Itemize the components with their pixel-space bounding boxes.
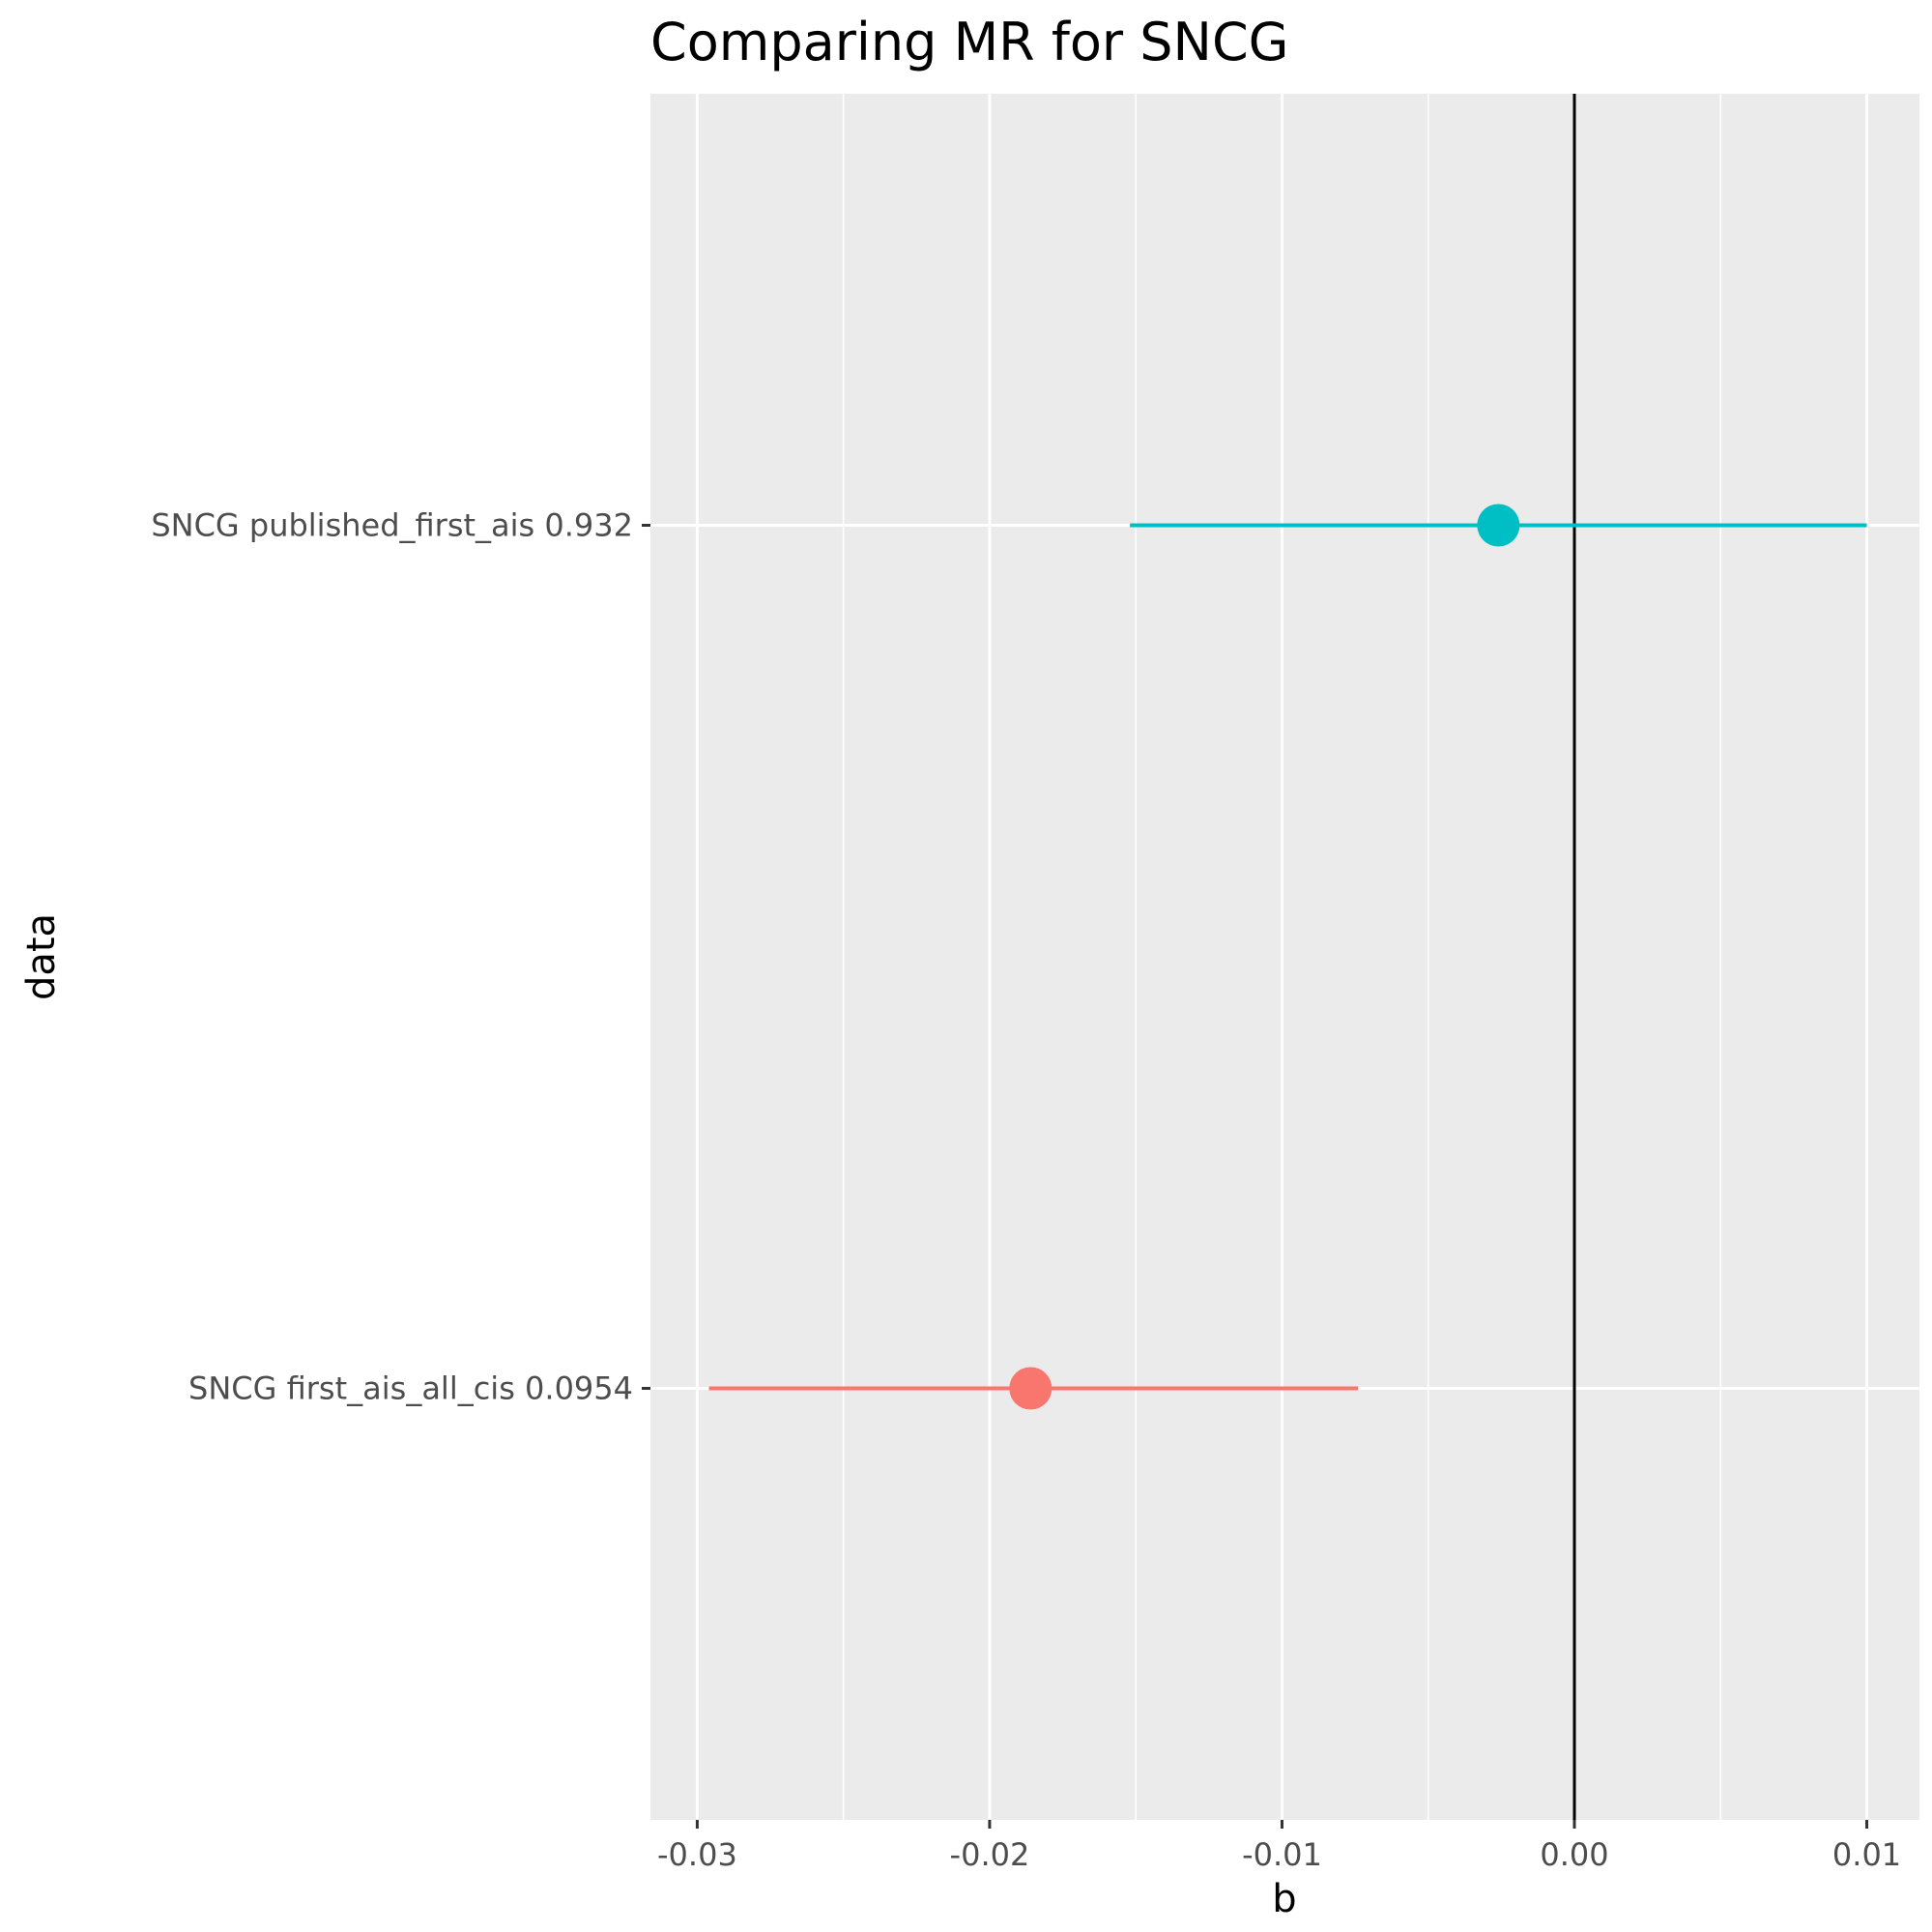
plot-panel [650,94,1919,1820]
data-marks [708,94,1867,1820]
chart-title: Comparing MR for SNCG [650,12,1289,72]
x-tick-label: -0.02 [950,1836,1030,1873]
x-tick-label: 0.01 [1832,1836,1901,1873]
y-tick-label: SNCG first_ais_all_cis 0.0954 [188,1370,633,1407]
minor-gridlines [842,94,1722,1820]
major-gridlines [650,94,1919,1820]
x-tick-label: -0.03 [657,1836,737,1873]
y-axis: SNCG first_ais_all_cis 0.0954 SNCG publis… [151,507,650,1407]
x-axis: -0.03 -0.02 -0.01 0.00 0.01 [657,1820,1901,1873]
y-tick-label: SNCG published_first_ais 0.932 [151,507,633,544]
data-point [1477,504,1520,547]
x-tick-label: 0.00 [1540,1836,1608,1873]
y-axis-title: data [19,913,64,1000]
x-tick-label: -0.01 [1242,1836,1322,1873]
data-point [1009,1367,1053,1410]
x-axis-title: b [1272,1877,1296,1921]
